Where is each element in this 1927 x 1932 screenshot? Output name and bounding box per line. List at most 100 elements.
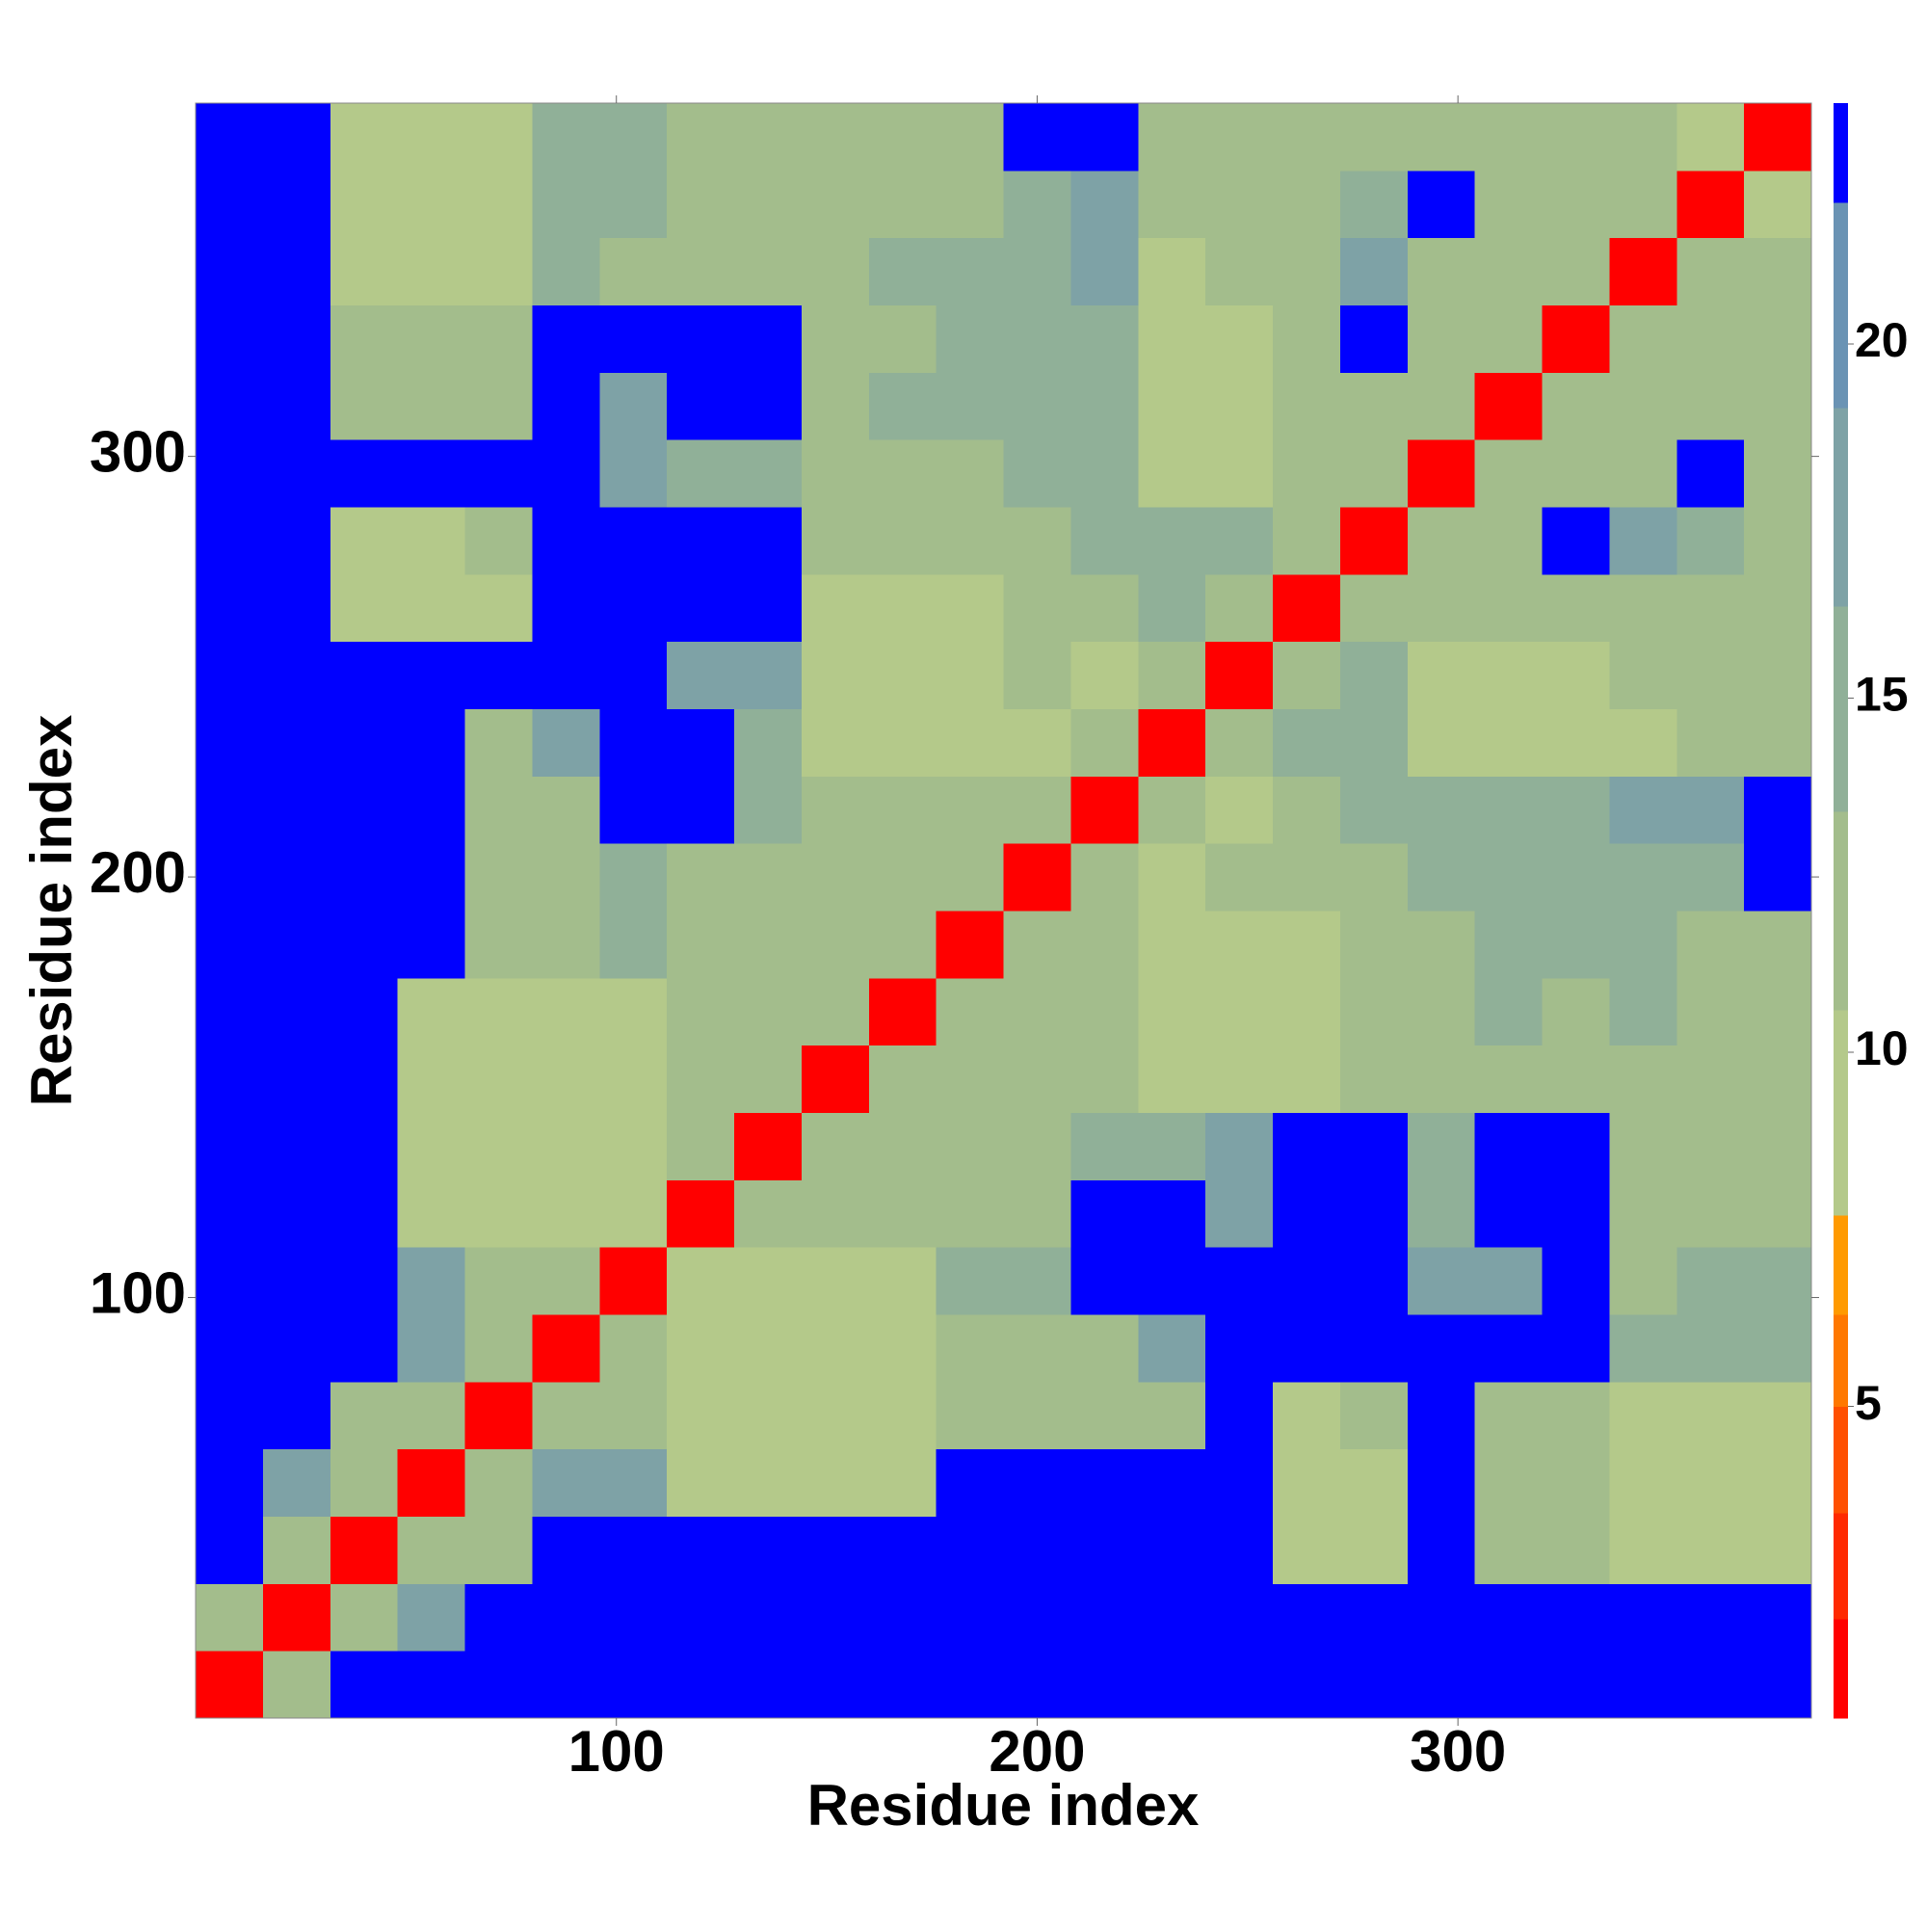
heatmap-cell (1339, 843, 1409, 912)
heatmap-cell (936, 304, 1004, 373)
heatmap-cell (1070, 1112, 1139, 1180)
heatmap-cell (1609, 843, 1677, 912)
heatmap-cell (464, 372, 533, 440)
heatmap-cell (801, 103, 870, 172)
heatmap-cells (196, 103, 1812, 1719)
heatmap-cell (599, 1448, 668, 1517)
heatmap-cell (1407, 103, 1476, 172)
heatmap-cell (1407, 304, 1476, 373)
heatmap-cell (734, 573, 803, 643)
heatmap-cell (196, 1045, 264, 1113)
heatmap-cell (1138, 1112, 1206, 1180)
heatmap-cell (1744, 1583, 1812, 1652)
heatmap-cell (1542, 507, 1610, 575)
heatmap-cell (1609, 573, 1677, 643)
heatmap-cell (599, 170, 668, 239)
heatmap-cell (1339, 170, 1409, 239)
heatmap-cell (1070, 237, 1139, 305)
heatmap-cell (532, 843, 600, 912)
heatmap-cell (1407, 1045, 1476, 1113)
heatmap-cell (1474, 1448, 1543, 1517)
heatmap-cell (1542, 776, 1610, 844)
heatmap-cell (1676, 708, 1745, 777)
heatmap-cell (196, 1112, 264, 1180)
heatmap-cell (1003, 1045, 1071, 1113)
heatmap-cell (1138, 1179, 1206, 1248)
heatmap-cell (801, 237, 870, 305)
heatmap-cell (1542, 573, 1610, 643)
heatmap-cell (1205, 708, 1274, 777)
heatmap-cell (936, 1247, 1004, 1315)
heatmap-cell (1609, 776, 1677, 844)
heatmap-cell (532, 1112, 600, 1180)
heatmap-cell (397, 507, 465, 575)
heatmap-cell (599, 641, 668, 709)
heatmap-cell (1070, 1381, 1139, 1450)
heatmap-cell (1474, 843, 1543, 912)
heatmap-cell (1474, 237, 1543, 305)
heatmap-cell (1609, 507, 1677, 575)
heatmap-cell (262, 372, 331, 440)
heatmap-cell (801, 1045, 870, 1113)
heatmap-cell (1003, 641, 1071, 709)
heatmap-cell (1744, 1314, 1812, 1383)
heatmap-cell (196, 1247, 264, 1315)
colorbar-band (1834, 811, 1848, 1011)
heatmap-cell (1744, 977, 1812, 1046)
heatmap-cell (868, 573, 937, 643)
heatmap-cell (1609, 1045, 1677, 1113)
heatmap-cell (1744, 1112, 1812, 1180)
colorbar-band (1834, 605, 1848, 812)
heatmap-cell (667, 977, 735, 1046)
heatmap-cell (1339, 507, 1409, 575)
heatmap-cell (1542, 1179, 1610, 1248)
heatmap-cell (397, 1247, 465, 1315)
heatmap-cell (599, 1314, 668, 1383)
colorbar-band (1834, 1512, 1848, 1620)
heatmap-cell (196, 776, 264, 844)
heatmap-cell (734, 977, 803, 1046)
heatmap-cell (1070, 1314, 1139, 1383)
heatmap-cell (667, 641, 735, 709)
heatmap-cell (1070, 1045, 1139, 1113)
heatmap-cell (397, 1448, 465, 1517)
colorbar: 5 10 15 20 (1834, 103, 1909, 1719)
heatmap-cell (1676, 507, 1745, 575)
heatmap-cell (1138, 1314, 1206, 1383)
heatmap-cell (262, 1381, 331, 1450)
heatmap-cell (868, 911, 937, 979)
heatmap-cell (1138, 641, 1206, 709)
heatmap-cell (1407, 776, 1476, 844)
heatmap-cell (801, 641, 870, 709)
heatmap-cell (262, 103, 331, 172)
heatmap-cell (262, 843, 331, 912)
heatmap-cell (397, 1516, 465, 1584)
heatmap-cell (1676, 372, 1745, 440)
heatmap-cell (1339, 1179, 1409, 1248)
heatmap-cell (868, 439, 937, 508)
heatmap-cell (801, 573, 870, 643)
heatmap-cell (1744, 1448, 1812, 1517)
heatmap-cell (599, 1112, 668, 1180)
heatmap-cell (936, 170, 1004, 239)
heatmap-cell (1744, 304, 1812, 373)
heatmap-cell (262, 776, 331, 844)
heatmap-cell (532, 439, 600, 508)
heatmap-cell (262, 1583, 331, 1652)
heatmap-cell (196, 439, 264, 508)
heatmap-cell (1676, 911, 1745, 979)
heatmap-cell (1407, 1651, 1476, 1719)
heatmap-cell (1474, 776, 1543, 844)
heatmap-cell (1744, 708, 1812, 777)
heatmap-cell (1003, 507, 1071, 575)
heatmap-cell (1474, 1583, 1543, 1652)
heatmap-cell (397, 1112, 465, 1180)
heatmap-cell (1609, 237, 1677, 305)
heatmap-cell (1676, 641, 1745, 709)
heatmap-cell (734, 1448, 803, 1517)
heatmap-cell (1407, 573, 1476, 643)
heatmap-cell (1070, 439, 1139, 508)
heatmap-cell (1138, 103, 1206, 172)
heatmap-cell (1205, 237, 1274, 305)
heatmap-cell (1138, 911, 1206, 979)
